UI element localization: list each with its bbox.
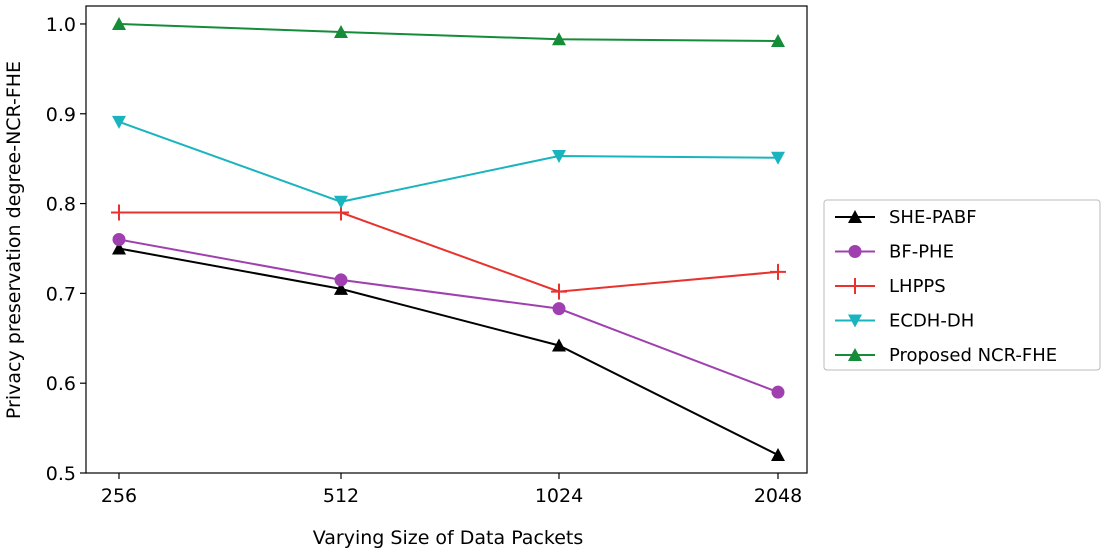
legend-label: SHE-PABF <box>889 207 977 228</box>
legend-item-ecdh-dh: ECDH-DH <box>835 311 974 332</box>
data-point-proposed-ncr-fhe <box>771 34 785 48</box>
legend-marker <box>848 210 862 223</box>
legend-item-lhpps: LHPPS <box>835 276 946 297</box>
data-point-ecdh-dh <box>552 149 566 163</box>
y-axis-label: Privacy preservation degree-NCR-FHE <box>3 61 25 419</box>
y-tick-label: 1.0 <box>46 14 76 36</box>
data-point-proposed-ncr-fhe <box>552 32 566 46</box>
data-point-lhpps <box>551 283 567 300</box>
plot-area <box>85 5 808 474</box>
y-tick-label: 0.5 <box>46 463 76 485</box>
x-tick-label: 512 <box>323 485 359 507</box>
data-point-she-pabf <box>112 241 126 255</box>
x-tick-label: 2048 <box>754 485 802 507</box>
data-point-bf-phe <box>552 302 566 316</box>
series-bf-phe <box>112 233 785 399</box>
x-axis: 256 512 1024 2048 <box>101 473 802 507</box>
legend-label: ECDH-DH <box>889 311 974 332</box>
series-ecdh-dh <box>112 115 785 209</box>
data-point-proposed-ncr-fhe <box>334 25 348 39</box>
series-she-pabf <box>112 241 785 462</box>
series-line-bf-phe <box>118 238 779 394</box>
x-axis-label: Varying Size of Data Packets <box>313 527 584 549</box>
legend-label: Proposed NCR-FHE <box>889 345 1057 366</box>
legend-item-bf-phe: BF-PHE <box>835 242 954 263</box>
legend-marker <box>848 348 862 361</box>
data-point-ecdh-dh <box>112 115 126 129</box>
series-line-she-pabf <box>118 247 779 456</box>
series-line-ecdh-dh <box>118 120 779 203</box>
x-tick-label: 256 <box>101 485 137 507</box>
data-point-lhpps <box>111 204 127 221</box>
data-point-ecdh-dh <box>334 195 348 209</box>
x-tick-label: 1024 <box>535 485 583 507</box>
series-line-lhpps <box>119 211 779 293</box>
legend-marker <box>848 245 862 258</box>
data-point-ecdh-dh <box>771 151 785 165</box>
y-tick-label: 0.9 <box>46 104 76 126</box>
series-line-proposed-ncr-fhe <box>118 22 779 43</box>
data-point-bf-phe <box>334 273 348 287</box>
legend-marker <box>848 314 862 328</box>
y-tick-label: 0.7 <box>46 283 76 305</box>
data-point-she-pabf <box>771 448 785 462</box>
legend-box <box>823 199 1101 371</box>
y-tick-label: 0.6 <box>46 373 76 395</box>
data-point-lhpps <box>770 263 786 280</box>
y-tick-label: 0.8 <box>46 194 76 216</box>
legend-label: LHPPS <box>889 276 946 297</box>
legend-label: BF-PHE <box>889 242 954 263</box>
y-axis: 0.5 0.6 0.7 0.8 0.9 1.0 <box>46 14 86 485</box>
data-point-bf-phe <box>112 233 126 246</box>
legend-item-proposed-ncr-fhe: Proposed NCR-FHE <box>835 345 1057 366</box>
data-point-bf-phe <box>771 385 785 399</box>
data-point-proposed-ncr-fhe <box>112 16 126 30</box>
data-point-she-pabf <box>552 338 566 352</box>
series-layer <box>111 16 786 462</box>
legend-item-she-pabf: SHE-PABF <box>835 207 977 228</box>
series-proposed-ncr-fhe <box>112 16 785 48</box>
data-point-she-pabf <box>334 281 348 295</box>
series-lhpps <box>111 204 786 300</box>
legend: SHE-PABF BF-PHE LHPPS ECDH-DH Proposed NCR-F… <box>823 199 1101 371</box>
legend-marker <box>847 278 863 294</box>
